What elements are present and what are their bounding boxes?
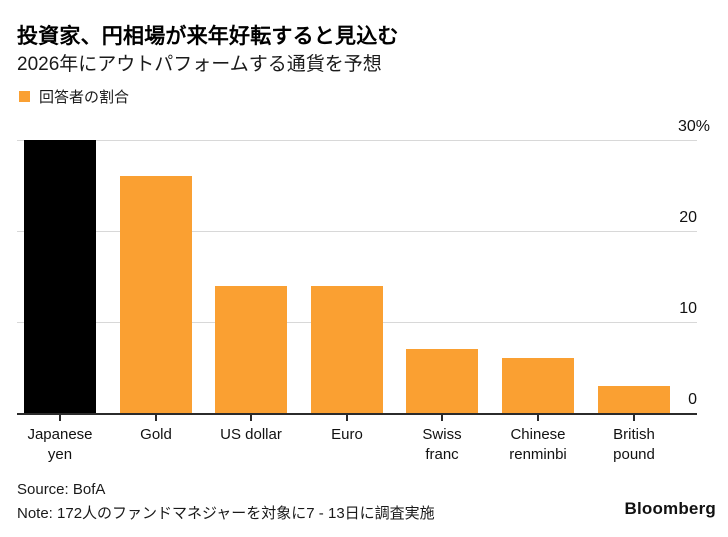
y-axis-tick-label: 10 [679,300,697,317]
x-axis-tick [633,415,635,421]
x-axis-category-label: Gold [104,425,208,445]
x-axis-category-label: British pound [582,425,686,465]
legend: 回答者の割合 [19,86,129,107]
x-axis-category-line: British [613,426,655,443]
y-axis-tick-label: 30% [677,118,710,135]
x-axis-tick [59,415,61,421]
y-axis-tick-label: 0 [688,391,697,408]
note-text: Note: 172人のファンドマネジャーを対象に7 - 13日に調査実施 [17,505,435,522]
x-axis-category-label: US dollar [199,425,303,445]
x-axis-tick [441,415,443,421]
gridline [17,231,697,232]
bar-japanese-yen [24,140,96,413]
x-axis-category-line: Gold [140,426,172,443]
bar-chart: 30% 20 10 0 Japanese yen Gold US dollar Euro Swis… [0,118,728,470]
x-axis-tick [250,415,252,421]
y-axis-tick-label: 20 [679,209,697,226]
x-axis-tick [346,415,348,421]
x-axis-category-line: Euro [331,426,363,443]
x-axis-category-line: renminbi [509,446,567,463]
bar-us-dollar [215,286,287,413]
x-axis-category-line: Japanese [27,426,93,443]
x-axis-category-line: Swiss [422,426,462,443]
x-axis-category-line: US dollar [220,426,282,443]
legend-label: 回答者の割合 [39,89,130,106]
x-axis-category-line: franc [425,446,459,463]
x-axis-category-label: Chinese renminbi [486,425,590,465]
bar-chinese-renminbi [502,358,574,413]
chart-title: 投資家、円相場が来年好転すると見込む [17,25,399,48]
chart-subtitle: 2026年にアウトパフォームする通貨を予想 [17,54,382,75]
gridline [17,140,697,141]
bloomberg-logo: Bloomberg [624,499,716,518]
x-axis-category-line: yen [47,446,73,463]
x-axis-category-label: Euro [295,425,399,445]
x-axis-line [17,413,697,415]
bar-swiss-franc [406,349,478,413]
x-axis-category-line: Chinese [510,426,566,443]
bar-british-pound [598,386,670,413]
source-text: Source: BofA [17,481,106,498]
bar-gold [120,176,192,413]
legend-swatch-icon [19,91,30,102]
x-axis-category-label: Swiss franc [390,425,494,465]
x-axis-tick [155,415,157,421]
x-axis-category-label: Japanese yen [8,425,112,465]
bar-euro [311,286,383,413]
x-axis-category-line: pound [613,446,655,463]
x-axis-tick [537,415,539,421]
